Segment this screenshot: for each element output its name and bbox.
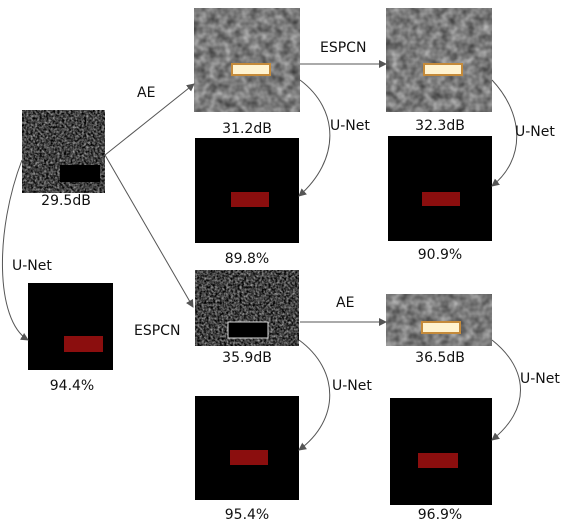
node-label: 35.9dB [222,350,272,366]
edge-label: AE [336,295,354,311]
node-label: 90.9% [418,247,462,263]
image-mask [388,136,492,241]
edge-label: U-Net [12,258,52,274]
image-input [22,110,105,193]
edge-label: ESPCN [134,323,180,339]
image-mask [195,396,299,500]
edge-label: U-Net [330,118,370,134]
image-espcn-ae [386,294,492,346]
edge-label: U-Net [520,371,560,387]
image-mask [195,138,299,243]
image-ae-espcn [386,8,492,112]
node-label: 31.2dB [222,121,272,137]
edge-label: AE [137,85,155,101]
diagram: 29.5dB 94.4% 31.2dB 89.8% 32.3dB 90.9% 3… [0,0,563,525]
image-espcn [195,270,299,346]
edge-label: U-Net [332,378,372,394]
node-label: 96.9% [418,507,462,523]
image-mask [28,283,113,370]
image-mask [390,398,492,505]
image-ae [194,8,300,112]
node-label: 94.4% [50,378,94,394]
node-label: 95.4% [225,507,269,523]
node-label: 29.5dB [41,193,91,209]
node-label: 36.5dB [415,350,465,366]
edge-label: ESPCN [320,40,366,56]
edge-label: U-Net [515,124,555,140]
node-label: 32.3dB [415,118,465,134]
node-label: 89.8% [225,251,269,267]
